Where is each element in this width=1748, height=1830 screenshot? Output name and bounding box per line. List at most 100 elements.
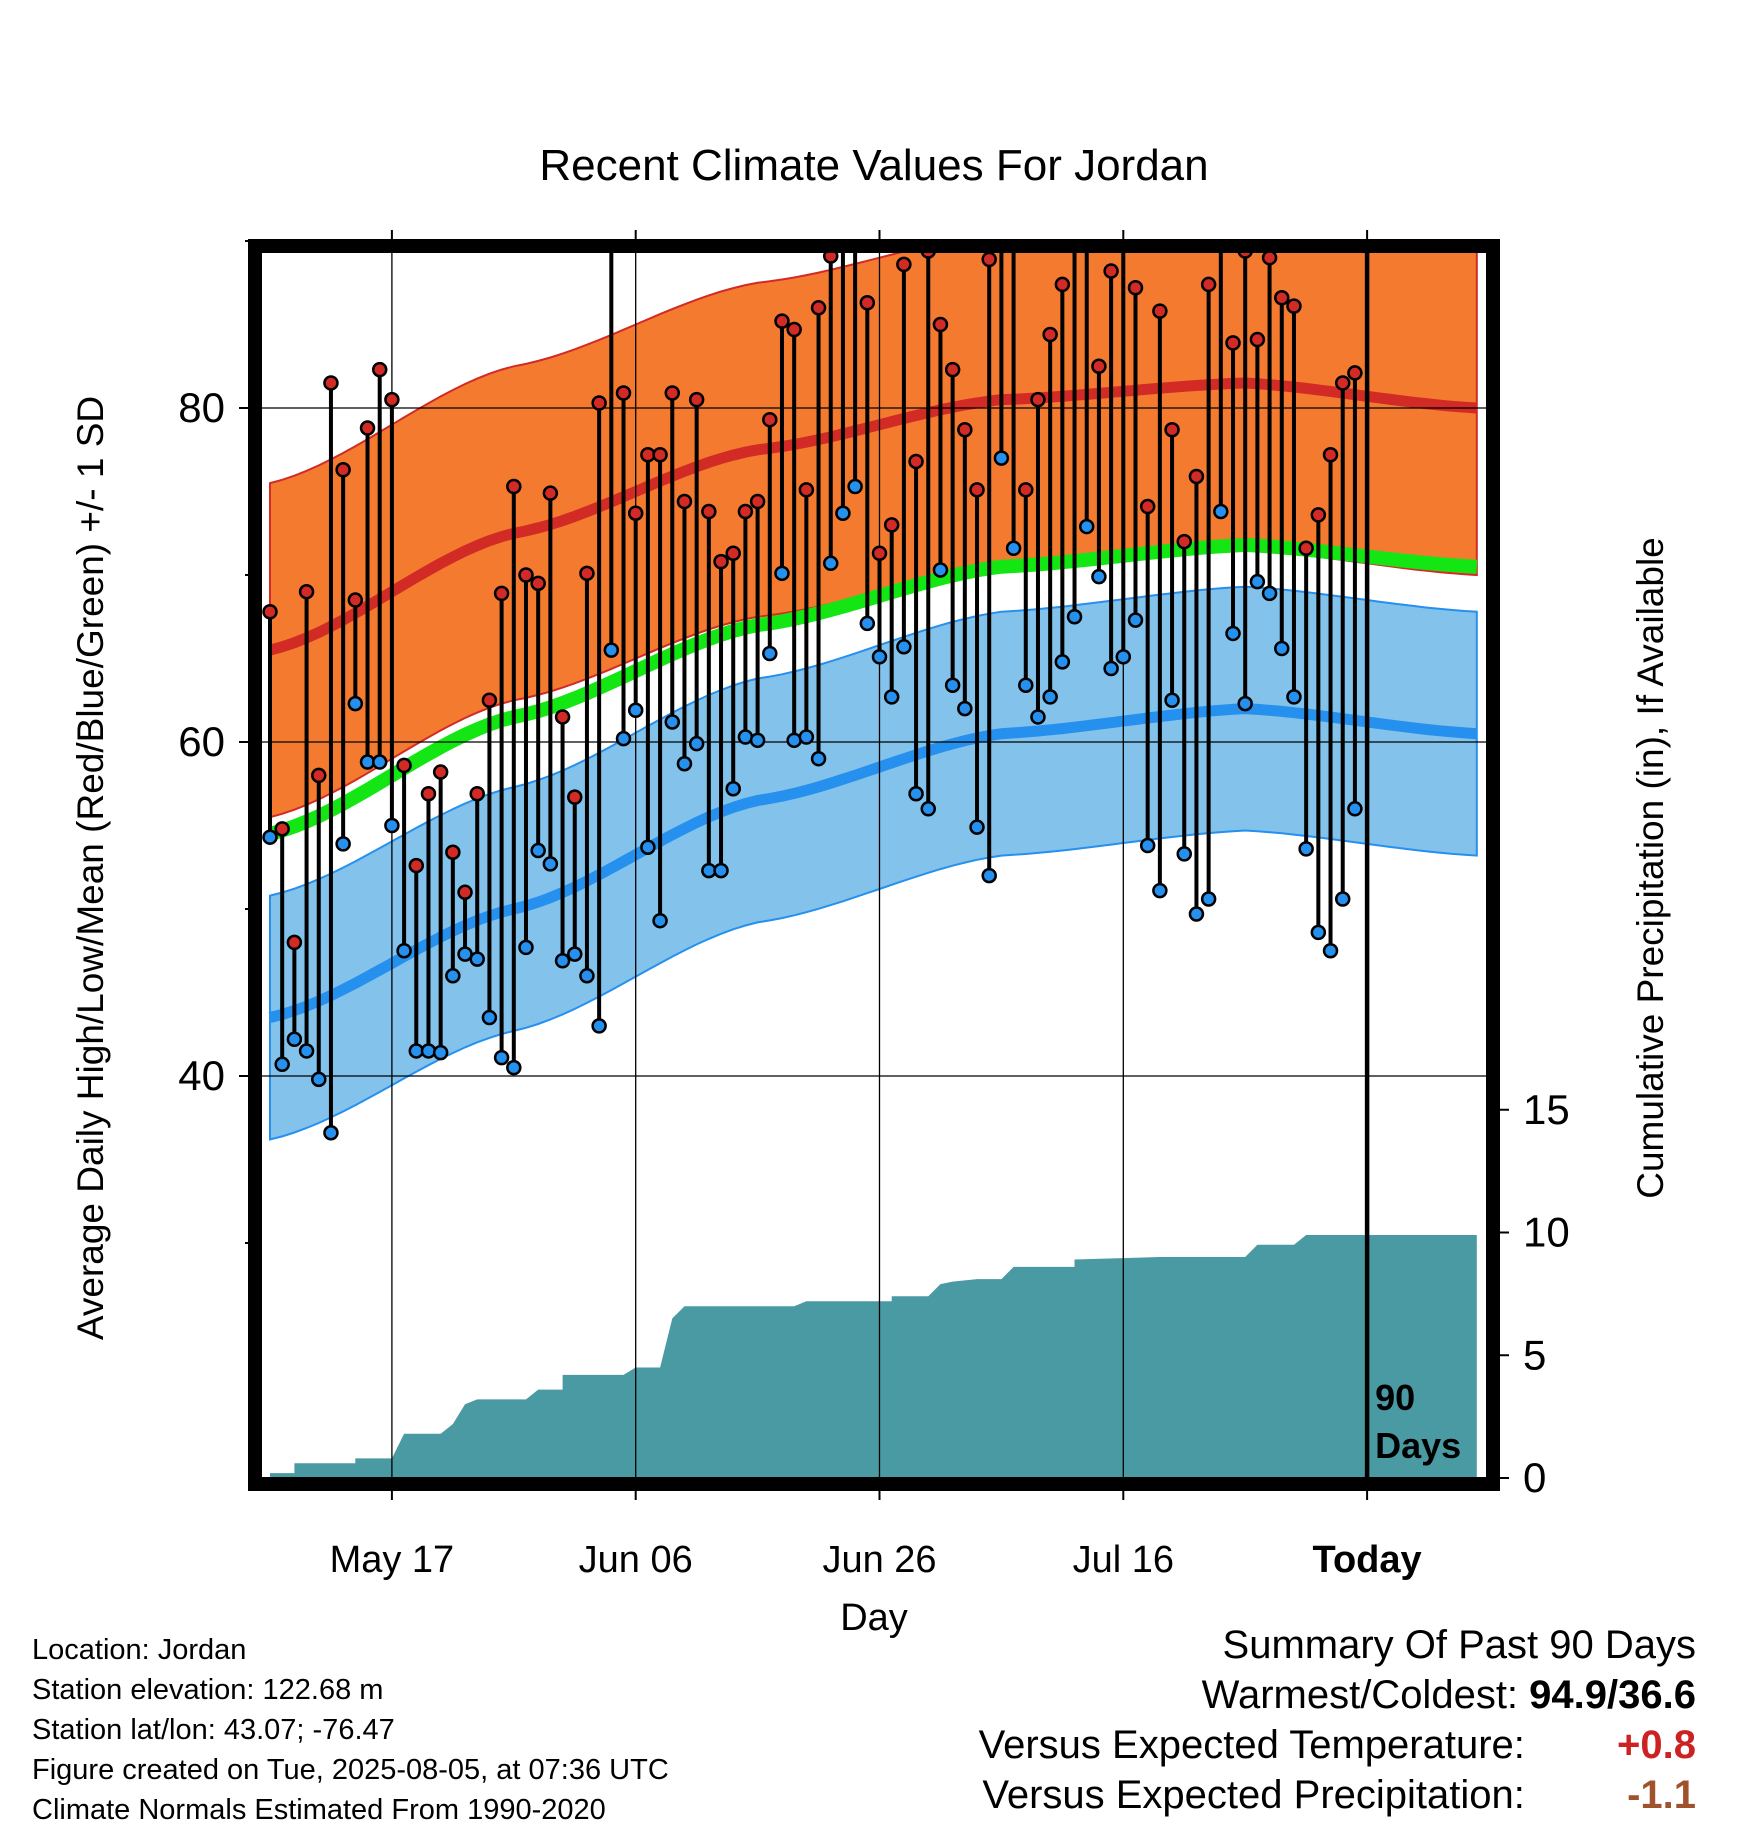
- daily-low-point: [1091, 568, 1107, 585]
- daily-low-point: [579, 968, 595, 984]
- daily-high-point: [749, 493, 766, 510]
- daily-high-point: [371, 361, 388, 378]
- daily-high-point: [1030, 391, 1046, 408]
- x-tick-label: Today: [1313, 1539, 1422, 1581]
- daily-high-point: [1091, 358, 1107, 374]
- daily-low-point: [518, 939, 534, 956]
- daily-high-point: [1068, 208, 1081, 221]
- daily-high-point: [554, 709, 571, 725]
- warm-cold-value: 94.9/36.6: [1529, 1673, 1696, 1717]
- daily-high-point: [932, 316, 949, 333]
- y-tick-label: 60: [178, 718, 225, 765]
- daily-low-point: [298, 1043, 315, 1059]
- daily-low-point: [1237, 695, 1253, 712]
- daily-high-point: [1225, 335, 1241, 351]
- daily-low-point: [957, 700, 973, 717]
- daily-high-point: [615, 385, 632, 401]
- daily-low-point: [469, 951, 485, 967]
- daily-high-point: [957, 421, 973, 438]
- daily-high-point: [786, 321, 802, 338]
- y-tick-label: 40: [178, 1052, 225, 1099]
- daily-low-point: [1213, 503, 1229, 520]
- daily-low-point: [1030, 709, 1046, 725]
- plot-frame: [248, 239, 1500, 1491]
- daily-high-point: [518, 567, 534, 583]
- y-tick-label: 80: [178, 384, 225, 431]
- daily-low-point: [1139, 837, 1156, 854]
- daily-high-point: [725, 545, 741, 562]
- x-axis-label: Day: [840, 1597, 908, 1639]
- daily-low-point: [969, 819, 985, 835]
- normal-high-line: [268, 377, 1478, 656]
- x-tick-label: Jul 16: [1073, 1539, 1174, 1581]
- daily-high-point: [944, 361, 961, 378]
- daily-low-point: [847, 478, 863, 495]
- created-text: Figure created on Tue, 2025-08-05, at 07…: [32, 1754, 669, 1786]
- daily-low-point: [981, 867, 997, 884]
- daily-low-point: [384, 817, 400, 834]
- precip-label: Versus Expected Precipitation:: [982, 1773, 1525, 1817]
- daily-high-point: [347, 592, 364, 608]
- daily-low-point: [603, 642, 620, 658]
- daily-low-point: [883, 689, 900, 705]
- daily-low-point: [347, 695, 364, 712]
- daily-low-point: [932, 562, 949, 578]
- daily-high-point: [1298, 540, 1314, 557]
- daily-low-point: [688, 735, 705, 752]
- daily-low-point: [262, 829, 278, 845]
- daily-low-point: [420, 1043, 437, 1059]
- high-sd-band: [269, 252, 1478, 819]
- daily-high-point: [506, 478, 522, 495]
- daily-high-point: [493, 585, 510, 602]
- daily-low-point: [481, 1009, 498, 1026]
- station-info: Location: Jordan Station elevation: 122.…: [32, 1630, 669, 1830]
- daily-low-point: [749, 732, 766, 749]
- daily-high-point: [359, 420, 376, 436]
- daily-high-point: [1117, 204, 1130, 217]
- daily-high-point: [445, 844, 461, 860]
- daily-high-point: [1176, 533, 1192, 550]
- daily-high-point: [883, 517, 900, 533]
- daily-low-point: [542, 856, 559, 872]
- daily-high-point: [1237, 252, 1253, 259]
- daily-high-point: [274, 821, 290, 837]
- daily-low-point: [1298, 841, 1314, 857]
- daily-high-point: [530, 575, 546, 592]
- daily-low-point: [1188, 906, 1205, 922]
- y2-tick-label: 15: [1523, 1086, 1570, 1133]
- daily-low-point: [798, 729, 815, 745]
- daily-low-point: [1018, 677, 1034, 693]
- daily-low-point: [944, 677, 961, 693]
- daily-high-point: [1054, 276, 1071, 293]
- daily-high-point: [457, 884, 473, 901]
- daily-high-point: [323, 375, 339, 391]
- daily-high-point: [1310, 507, 1327, 523]
- y-axis-label: Average Daily High/Low/Mean (Red/Blue/Gr…: [70, 396, 111, 1340]
- chart-title: Recent Climate Values For Jordan: [539, 141, 1208, 190]
- daily-high-point: [298, 583, 315, 600]
- location-text: Location: Jordan: [32, 1634, 247, 1666]
- x-tick-label: Jun 26: [822, 1539, 936, 1581]
- daily-high-point: [1007, 194, 1020, 207]
- daily-low-point: [615, 730, 632, 747]
- daily-high-point: [1334, 375, 1351, 391]
- daily-high-point: [1127, 280, 1144, 296]
- daily-high-point: [1188, 468, 1205, 485]
- daily-high-point: [1103, 263, 1119, 279]
- daily-low-point: [1103, 660, 1119, 677]
- daily-high-point: [664, 385, 681, 401]
- daily-high-point: [1018, 482, 1034, 498]
- daily-low-point: [335, 836, 351, 852]
- daily-high-point: [969, 482, 985, 498]
- cumulative-precip-area: [270, 1235, 1477, 1478]
- latlon-text: Station lat/lon: 43.07; -76.47: [32, 1714, 395, 1746]
- precip-value: -1.1: [1627, 1773, 1696, 1817]
- daily-high-point: [1347, 365, 1363, 381]
- daily-high-point: [335, 462, 351, 478]
- daily-low-point: [1200, 891, 1217, 907]
- daily-low-point: [1042, 689, 1058, 705]
- daily-high-point: [627, 505, 644, 521]
- daily-low-point: [908, 786, 924, 802]
- daily-low-point: [567, 946, 583, 962]
- daily-low-point: [822, 555, 839, 572]
